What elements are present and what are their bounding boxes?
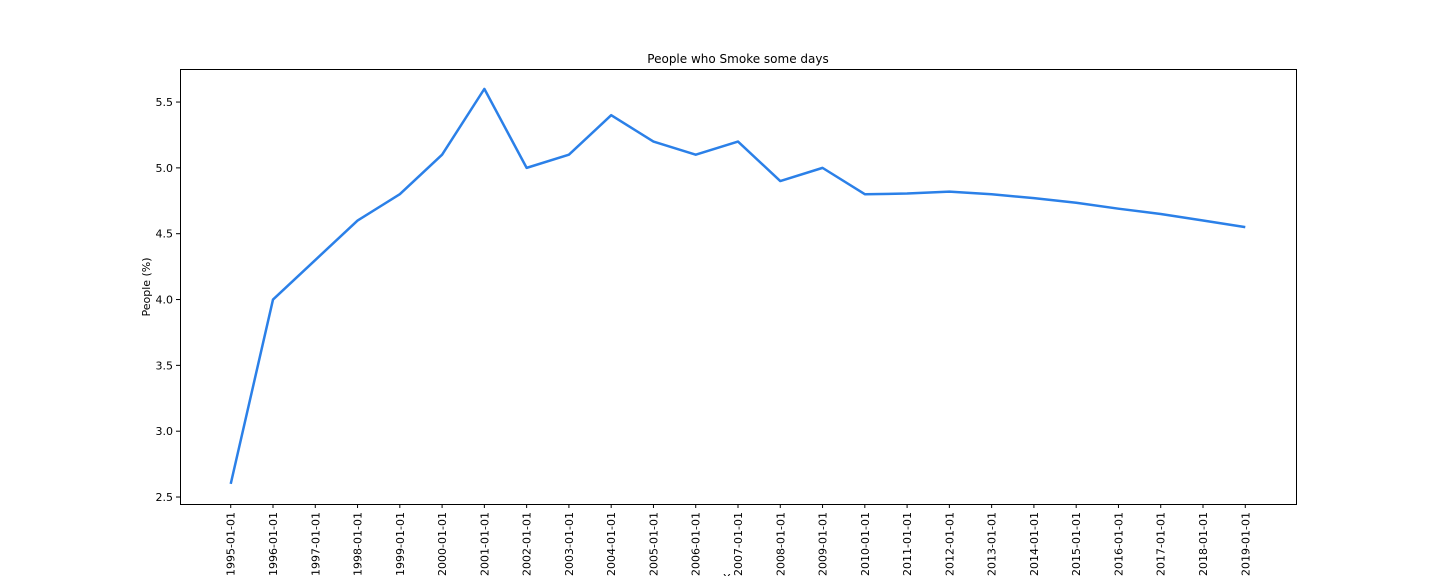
x-tick-label: 2008-01-01 (774, 512, 787, 576)
x-tick-label: 1996-01-01 (267, 512, 280, 576)
x-tick-label: 2010-01-01 (859, 512, 872, 576)
x-tick-label: 2000-01-01 (436, 512, 449, 576)
line-series (229, 87, 1246, 485)
x-tick-label: 2007-01-01 (732, 512, 745, 576)
x-tick-label: 2006-01-01 (690, 512, 703, 576)
x-tick-label: 2017-01-01 (1155, 512, 1168, 576)
x-tick-label: 2018-01-01 (1197, 512, 1210, 576)
y-axis-label: People (%) (140, 257, 153, 316)
y-tick-label: 5.5 (156, 96, 174, 109)
x-tick-label: 2016-01-01 (1112, 512, 1125, 576)
x-tick-label: 2005-01-01 (647, 512, 660, 576)
x-tick-label: 2012-01-01 (943, 512, 956, 576)
x-tick-label: 1997-01-01 (309, 512, 322, 576)
y-tick-label: 2.5 (156, 491, 174, 504)
y-tick-label: 4.0 (156, 294, 174, 307)
plot-frame (180, 69, 1297, 505)
y-tick-label: 3.5 (156, 359, 174, 372)
x-tick-label: 1995-01-01 (225, 512, 238, 576)
x-tick-label: 2013-01-01 (986, 512, 999, 576)
y-tick-label: 5.0 (156, 162, 174, 175)
x-tick-label: 2002-01-01 (521, 512, 534, 576)
x-tick-label: 2004-01-01 (605, 512, 618, 576)
y-tick-label: 3.0 (156, 425, 174, 438)
x-axis-label: Years (722, 572, 752, 576)
x-tick-label: 2019-01-01 (1239, 512, 1252, 576)
x-tick-label: 2001-01-01 (478, 512, 491, 576)
chart-title: People who Smoke some days (647, 52, 828, 66)
x-tick-label: 2009-01-01 (817, 512, 830, 576)
x-tick-label: 2015-01-01 (1070, 512, 1083, 576)
x-tick-label: 1998-01-01 (352, 512, 365, 576)
x-tick-label: 2003-01-01 (563, 512, 576, 576)
x-tick-label: 2014-01-01 (1028, 512, 1041, 576)
x-tick-label: 1999-01-01 (394, 512, 407, 576)
x-tick-label: 2011-01-01 (901, 512, 914, 576)
y-tick-label: 4.5 (156, 228, 174, 241)
